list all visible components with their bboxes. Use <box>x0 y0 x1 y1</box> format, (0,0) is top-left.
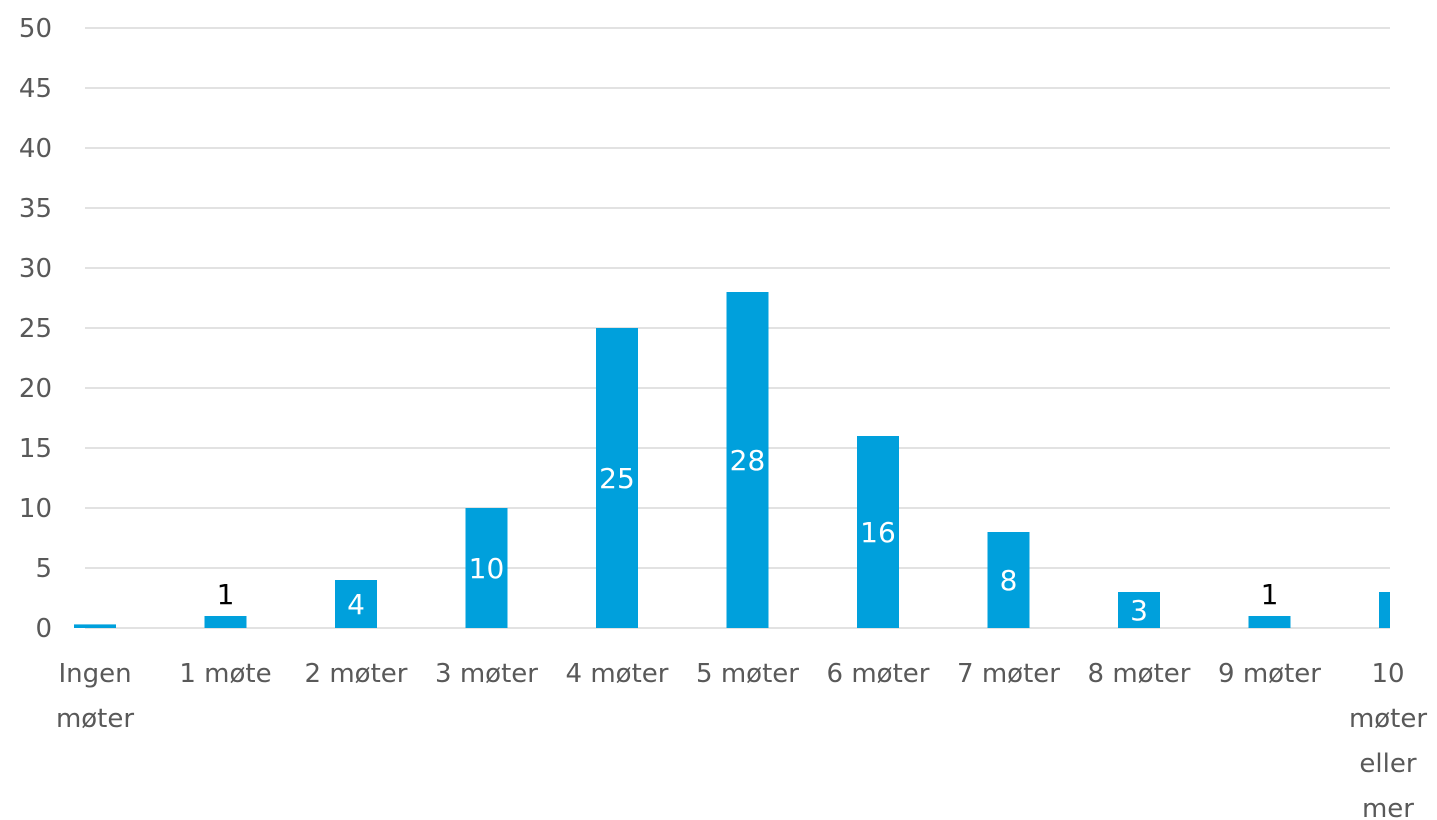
data-label: 3 <box>1391 594 1409 627</box>
x-category-label: mer <box>1362 794 1414 820</box>
bar-8 <box>1118 592 1160 628</box>
bar-6 <box>857 436 899 628</box>
y-tick-label: 30 <box>19 254 52 284</box>
data-label: 4 <box>347 588 365 621</box>
data-label: 1 <box>217 578 235 611</box>
x-category-label: 1 møte <box>179 659 271 689</box>
bar-7 <box>987 532 1030 628</box>
x-category-label: møter <box>1349 704 1427 734</box>
data-label: 1 <box>1261 578 1279 611</box>
x-category-label: 7 møter <box>957 659 1060 689</box>
x-category-label: Ingen <box>58 659 131 689</box>
data-label: 8 <box>1000 564 1018 597</box>
x-axis-category-labels: Ingen møter 1 møte 2 møter 3 møter 4 møter 5 m… <box>56 659 1427 820</box>
x-category-label: 5 møter <box>696 659 799 689</box>
bar-9 <box>1248 616 1291 628</box>
y-tick-label: 50 <box>19 14 52 44</box>
bar-0 <box>74 624 116 628</box>
data-label: 28 <box>730 444 766 477</box>
y-tick-label: 35 <box>19 194 52 224</box>
data-labels: 1 4 10 25 28 16 8 3 1 3 <box>217 444 1409 627</box>
data-label: 25 <box>599 462 635 495</box>
x-category-label: eller <box>1359 749 1416 779</box>
data-label: 10 <box>469 552 505 585</box>
x-category-label: møter <box>56 704 134 734</box>
x-category-label: 10 <box>1371 659 1404 689</box>
y-tick-label: 40 <box>19 134 52 164</box>
data-label: 3 <box>1130 594 1148 627</box>
bar-3 <box>465 508 508 628</box>
y-tick-label: 25 <box>19 314 52 344</box>
bar-1 <box>204 616 247 628</box>
x-category-label: 2 møter <box>305 659 408 689</box>
y-tick-label: 15 <box>19 434 52 464</box>
x-category-label: 8 møter <box>1088 659 1191 689</box>
y-tick-label: 5 <box>35 554 52 584</box>
x-category-label: 9 møter <box>1218 659 1321 689</box>
bar-5 <box>726 292 769 628</box>
y-tick-label: 10 <box>19 494 52 524</box>
data-label: 16 <box>860 516 896 549</box>
x-category-label: 6 møter <box>827 659 930 689</box>
y-axis-tick-labels: 0 5 10 15 20 25 30 35 40 45 50 <box>19 14 52 644</box>
x-category-label: 3 møter <box>435 659 538 689</box>
x-category-label: 4 møter <box>566 659 669 689</box>
bars <box>74 292 1390 628</box>
y-tick-label: 45 <box>19 74 52 104</box>
y-tick-label: 0 <box>35 614 52 644</box>
bar-2 <box>335 580 377 628</box>
bar-4 <box>596 328 638 628</box>
bar-10 <box>1379 592 1390 628</box>
y-tick-label: 20 <box>19 374 52 404</box>
